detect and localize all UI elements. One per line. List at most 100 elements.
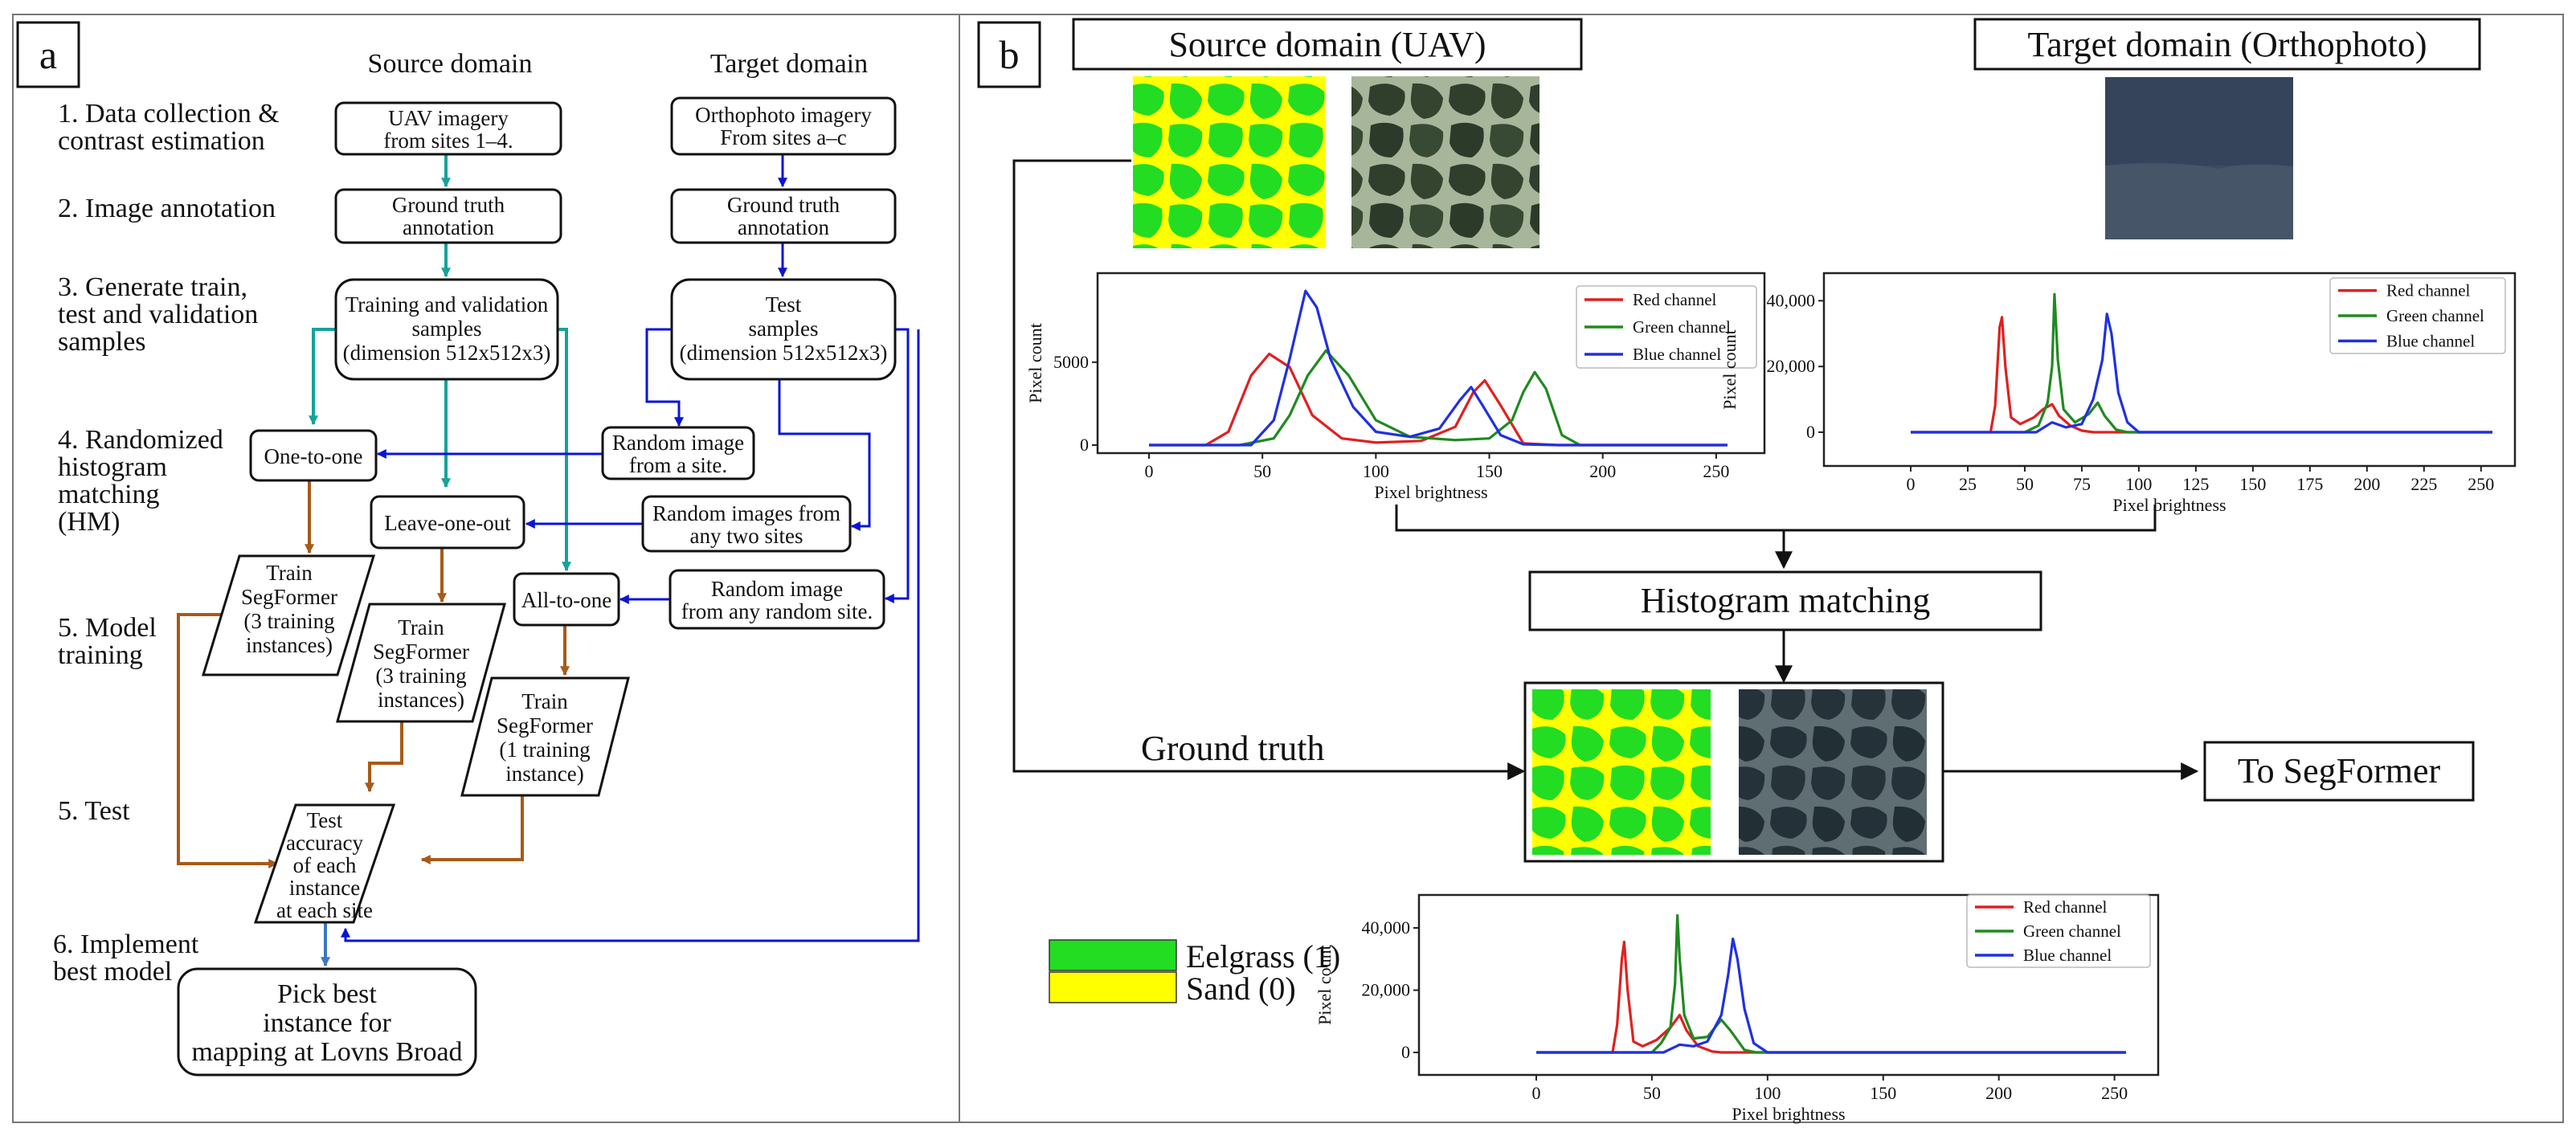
step-5-training-label: 5. Model training: [58, 613, 163, 670]
panel-a: a Source domain Target domain 1. Data co…: [12, 14, 960, 1123]
y-tick-label: 40,000: [1362, 917, 1411, 938]
series-line-red-channel: [1149, 352, 1728, 447]
legend-label: Blue channel: [1633, 345, 1721, 364]
orange-connectors: [177, 481, 570, 868]
panel-a-label: a: [39, 32, 57, 77]
source-domain-header: Source domain: [368, 49, 533, 79]
legend-label: Green channel: [2023, 921, 2121, 941]
panel-b-connectors: [1012, 159, 2199, 780]
svg-text:One-to-one: One-to-one: [264, 444, 363, 468]
test-samples-box: Test samples (dimension 512x512x3): [670, 278, 897, 381]
pick-best-instance-box: Pick best instance for mapping at Lovns Br…: [177, 967, 477, 1077]
source-title: Source domain (UAV): [1168, 25, 1486, 64]
svg-text:Leave-one-out: Leave-one-out: [384, 511, 511, 535]
all-to-one-box: All-to-one: [513, 572, 620, 627]
y-axis-label: Pixel count: [1719, 329, 1740, 410]
source-title-box: [1072, 18, 1583, 71]
legend-label: Blue channel: [2386, 331, 2475, 350]
x-axis-label: Pixel brightness: [1732, 1104, 1845, 1124]
legend-label: Green channel: [1633, 317, 1731, 337]
matched-ground-truth-image: [1532, 689, 1711, 855]
training-validation-samples-box: Training and validation samples (dimension…: [334, 278, 559, 381]
legend-label: Red channel: [2386, 281, 2471, 300]
source-ground-truth-box: Ground truth annotation: [334, 188, 562, 244]
x-tick-label: 100: [1363, 461, 1389, 481]
x-tick-label: 250: [2468, 474, 2494, 494]
legend-label: Red channel: [2023, 897, 2108, 917]
histogram-matching-label: Histogram matching: [1641, 581, 1931, 620]
legend-label: Red channel: [1633, 290, 1717, 309]
series-line-blue-channel: [1536, 938, 2126, 1054]
x-tick-label: 25: [1959, 474, 1977, 494]
legend-eelgrass-swatch: [1049, 939, 1177, 971]
x-tick-label: 125: [2182, 474, 2209, 494]
ground-truth-label: Ground truth: [1141, 729, 1325, 768]
panel-a-label-box: [16, 21, 80, 88]
x-tick-label: 50: [1643, 1083, 1661, 1103]
x-tick-label: 250: [1703, 461, 1729, 481]
random-image-site-box: Random image from a site.: [601, 426, 755, 480]
test-accuracy-box: Test accuracy of each instance at each site: [253, 803, 396, 924]
step-1-label: 1. Data collection & contrast estimation: [58, 99, 286, 156]
histogram-matching-box: [1528, 570, 2042, 631]
series-line-red-channel: [1536, 940, 2126, 1054]
leave-one-out-box: Leave-one-out: [370, 495, 525, 550]
step-2-label: 2. Image annotation: [58, 194, 276, 223]
step-6-label: 6. Implement best model: [53, 930, 206, 987]
x-tick-label: 250: [2101, 1083, 2128, 1103]
series-line-green-channel: [1911, 292, 2492, 434]
y-axis-label: Pixel count: [1025, 323, 1045, 403]
orthophoto-imagery-box: Orthophoto imagery From sites a–c: [670, 96, 897, 156]
matched-rgb-image: [1739, 689, 1927, 855]
train-segformer-box-3: Train SegFormer (1 training instance): [460, 676, 630, 797]
uav-ground-truth-image: [1133, 76, 1326, 248]
x-tick-label: 100: [1754, 1083, 1781, 1103]
target-title: Target domain (Orthophoto): [2027, 25, 2427, 64]
x-tick-label: 150: [1476, 461, 1503, 481]
series-line-blue-channel: [1149, 289, 1728, 447]
series-line-red-channel: [1911, 316, 2492, 434]
train-segformer-box-2: Train SegFormer (3 training instances): [336, 603, 506, 723]
uav-imagery-box: UAV imagery from sites 1–4.: [334, 101, 562, 156]
x-axis-label: Pixel brightness: [2112, 495, 2226, 515]
x-tick-label: 150: [1870, 1083, 1896, 1103]
series-line-green-channel: [1149, 349, 1728, 447]
y-tick-label: 40,000: [1767, 290, 1816, 310]
step-3-label: 3. Generate train, test and validation s…: [58, 272, 265, 357]
blue-connectors: [341, 154, 920, 942]
chart-legend: [2329, 277, 2506, 354]
x-tick-label: 50: [1253, 461, 1271, 481]
target-domain-header: Target domain: [710, 49, 868, 79]
legend-label: Green channel: [2386, 306, 2484, 325]
source-uav-histogram-chart: 0 50 100 150 200 250 0 5000 Pixel brightness Pixe…: [1025, 272, 1766, 502]
chart-legend: [1966, 894, 2151, 968]
y-axis-label: Pixel count: [1315, 945, 1335, 1025]
x-tick-label: 200: [2353, 474, 2380, 494]
panel-b-label-box: [977, 21, 1041, 88]
legend-sand-label: Sand (0): [1186, 970, 1296, 1007]
panel-b: b Source domain (UAV) Target domain (Ort…: [959, 14, 2564, 1124]
x-tick-label: 0: [1145, 461, 1154, 481]
step-5-test-label: 5. Test: [58, 796, 130, 826]
to-segformer-box: [2203, 741, 2475, 802]
y-tick-label: 0: [1080, 435, 1089, 455]
x-tick-label: 75: [2073, 474, 2091, 494]
panel-b-border: [959, 14, 2564, 1123]
orthophoto-image: [2105, 77, 2293, 239]
legend-sand-swatch: [1049, 971, 1177, 1003]
x-tick-label: 0: [1532, 1083, 1541, 1103]
x-tick-label: 0: [1907, 474, 1916, 494]
